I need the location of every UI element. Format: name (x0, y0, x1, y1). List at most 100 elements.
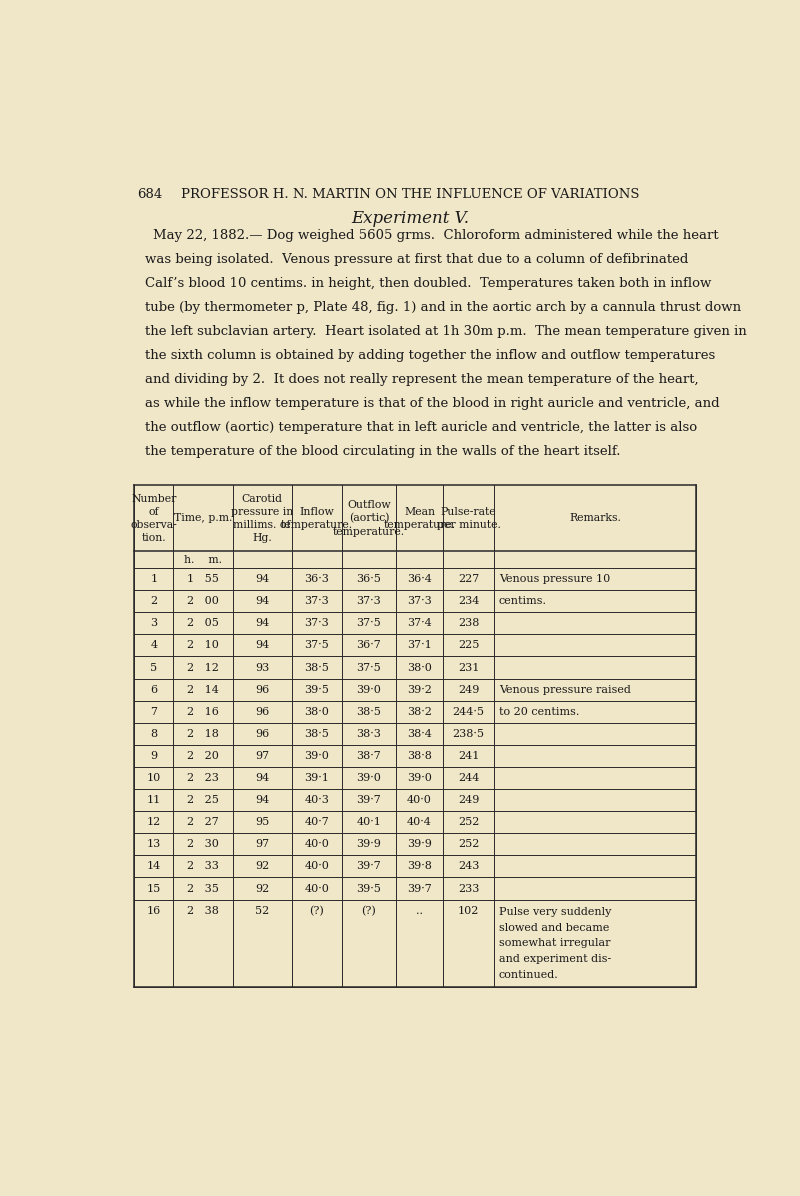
Text: 38·3: 38·3 (357, 728, 382, 739)
Text: 39·1: 39·1 (305, 773, 330, 783)
Text: 252: 252 (458, 817, 479, 828)
Text: continued.: continued. (499, 970, 558, 980)
Text: 249: 249 (458, 795, 479, 805)
Text: slowed and became: slowed and became (499, 922, 610, 933)
Text: 39·7: 39·7 (357, 861, 382, 872)
Text: 37·3: 37·3 (305, 618, 330, 628)
Text: 38·8: 38·8 (407, 751, 432, 761)
Text: the sixth column is obtained by adding together the inflow and outflow temperatu: the sixth column is obtained by adding t… (145, 349, 715, 362)
Text: 238·5: 238·5 (453, 728, 485, 739)
Text: 2   10: 2 10 (187, 640, 219, 651)
Text: 37·5: 37·5 (305, 640, 330, 651)
Text: 225: 225 (458, 640, 479, 651)
Text: Venous pressure 10: Venous pressure 10 (499, 574, 610, 584)
Text: 38·7: 38·7 (357, 751, 382, 761)
Text: 2   38: 2 38 (187, 905, 219, 916)
Text: 94: 94 (255, 773, 269, 783)
Text: 2   33: 2 33 (187, 861, 219, 872)
Text: 92: 92 (255, 861, 269, 872)
Text: 243: 243 (458, 861, 479, 872)
Text: 93: 93 (255, 663, 269, 672)
Text: 39·2: 39·2 (407, 684, 432, 695)
Text: 97: 97 (255, 840, 269, 849)
Text: 238: 238 (458, 618, 479, 628)
Text: as while the inflow temperature is that of the blood in right auricle and ventri: as while the inflow temperature is that … (145, 397, 719, 410)
Text: 2   30: 2 30 (187, 840, 219, 849)
Text: 39·8: 39·8 (407, 861, 432, 872)
Text: 52: 52 (255, 905, 269, 916)
Text: 249: 249 (458, 684, 479, 695)
Text: somewhat irregular: somewhat irregular (499, 939, 610, 948)
Text: 39·5: 39·5 (357, 884, 382, 893)
Text: 37·5: 37·5 (357, 618, 382, 628)
Text: 241: 241 (458, 751, 479, 761)
Text: 96: 96 (255, 728, 269, 739)
Text: 252: 252 (458, 840, 479, 849)
Text: was being isolated.  Venous pressure at first that due to a column of defibrinat: was being isolated. Venous pressure at f… (145, 254, 688, 266)
Text: 37·4: 37·4 (407, 618, 432, 628)
Text: 8: 8 (150, 728, 158, 739)
Text: 37·1: 37·1 (407, 640, 432, 651)
Text: 244·5: 244·5 (453, 707, 485, 716)
Text: 40·3: 40·3 (305, 795, 330, 805)
Text: 94: 94 (255, 597, 269, 606)
Text: 1   55: 1 55 (187, 574, 219, 584)
Text: to 20 centims.: to 20 centims. (499, 707, 579, 716)
Text: 95: 95 (255, 817, 269, 828)
Text: 15: 15 (146, 884, 161, 893)
Text: 40·0: 40·0 (305, 840, 330, 849)
Text: 37·5: 37·5 (357, 663, 382, 672)
Text: 2   12: 2 12 (187, 663, 219, 672)
Text: Pulse very suddenly: Pulse very suddenly (499, 907, 611, 917)
Text: the temperature of the blood circulating in the walls of the heart itself.: the temperature of the blood circulating… (145, 445, 620, 458)
Text: 40·0: 40·0 (305, 884, 330, 893)
Text: 36·5: 36·5 (357, 574, 382, 584)
Text: 14: 14 (146, 861, 161, 872)
Text: 39·0: 39·0 (357, 684, 382, 695)
Text: 36·4: 36·4 (407, 574, 432, 584)
Text: 40·7: 40·7 (305, 817, 330, 828)
Text: Venous pressure raised: Venous pressure raised (499, 684, 631, 695)
Text: 9: 9 (150, 751, 158, 761)
Text: 39·7: 39·7 (357, 795, 382, 805)
Text: 2   18: 2 18 (187, 728, 219, 739)
Text: 39·9: 39·9 (407, 840, 432, 849)
Text: 39·5: 39·5 (305, 684, 330, 695)
Text: 36·7: 36·7 (357, 640, 382, 651)
Text: 233: 233 (458, 884, 479, 893)
Text: 102: 102 (458, 905, 479, 916)
Text: 6: 6 (150, 684, 158, 695)
Text: h.    m.: h. m. (184, 555, 222, 565)
Text: 2   14: 2 14 (187, 684, 219, 695)
Text: Outflow
(aortic)
temperature.: Outflow (aortic) temperature. (333, 500, 405, 537)
Text: Pulse-rate
per minute.: Pulse-rate per minute. (437, 507, 501, 530)
Text: 2: 2 (150, 597, 158, 606)
Text: 234: 234 (458, 597, 479, 606)
Text: 38·4: 38·4 (407, 728, 432, 739)
Text: 37·3: 37·3 (407, 597, 432, 606)
Text: 1: 1 (150, 574, 158, 584)
Text: and experiment dis-: and experiment dis- (499, 954, 611, 964)
Text: 38·0: 38·0 (407, 663, 432, 672)
Text: Number
of
observa-
tion.: Number of observa- tion. (130, 494, 177, 543)
Text: 38·5: 38·5 (357, 707, 382, 716)
Text: Time, p.m.: Time, p.m. (174, 513, 232, 524)
Text: 94: 94 (255, 574, 269, 584)
Text: 38·5: 38·5 (305, 728, 330, 739)
Text: PROFESSOR H. N. MARTIN ON THE INFLUENCE OF VARIATIONS: PROFESSOR H. N. MARTIN ON THE INFLUENCE … (181, 188, 639, 201)
Text: the outflow (aortic) temperature that in left auricle and ventricle, the latter : the outflow (aortic) temperature that in… (145, 421, 697, 434)
Text: 40·0: 40·0 (407, 795, 432, 805)
Text: tube (by thermometer p, Plate 48, fig. 1) and in the aortic arch by a cannula th: tube (by thermometer p, Plate 48, fig. 1… (145, 301, 741, 315)
Text: 39·0: 39·0 (357, 773, 382, 783)
Text: 244: 244 (458, 773, 479, 783)
Text: May 22, 1882.— Dog weighed 5605 grms.  Chloroform administered while the heart: May 22, 1882.— Dog weighed 5605 grms. Ch… (153, 230, 718, 242)
Text: the left subclavian artery.  Heart isolated at 1h 30m p.m.  The mean temperature: the left subclavian artery. Heart isolat… (145, 325, 746, 338)
Text: 2   27: 2 27 (187, 817, 219, 828)
Text: Experiment V.: Experiment V. (351, 209, 469, 227)
Text: 11: 11 (146, 795, 161, 805)
Text: Inflow
temperature.: Inflow temperature. (281, 507, 353, 530)
Text: 231: 231 (458, 663, 479, 672)
Text: 7: 7 (150, 707, 158, 716)
Text: (?): (?) (362, 905, 376, 916)
Text: 227: 227 (458, 574, 479, 584)
